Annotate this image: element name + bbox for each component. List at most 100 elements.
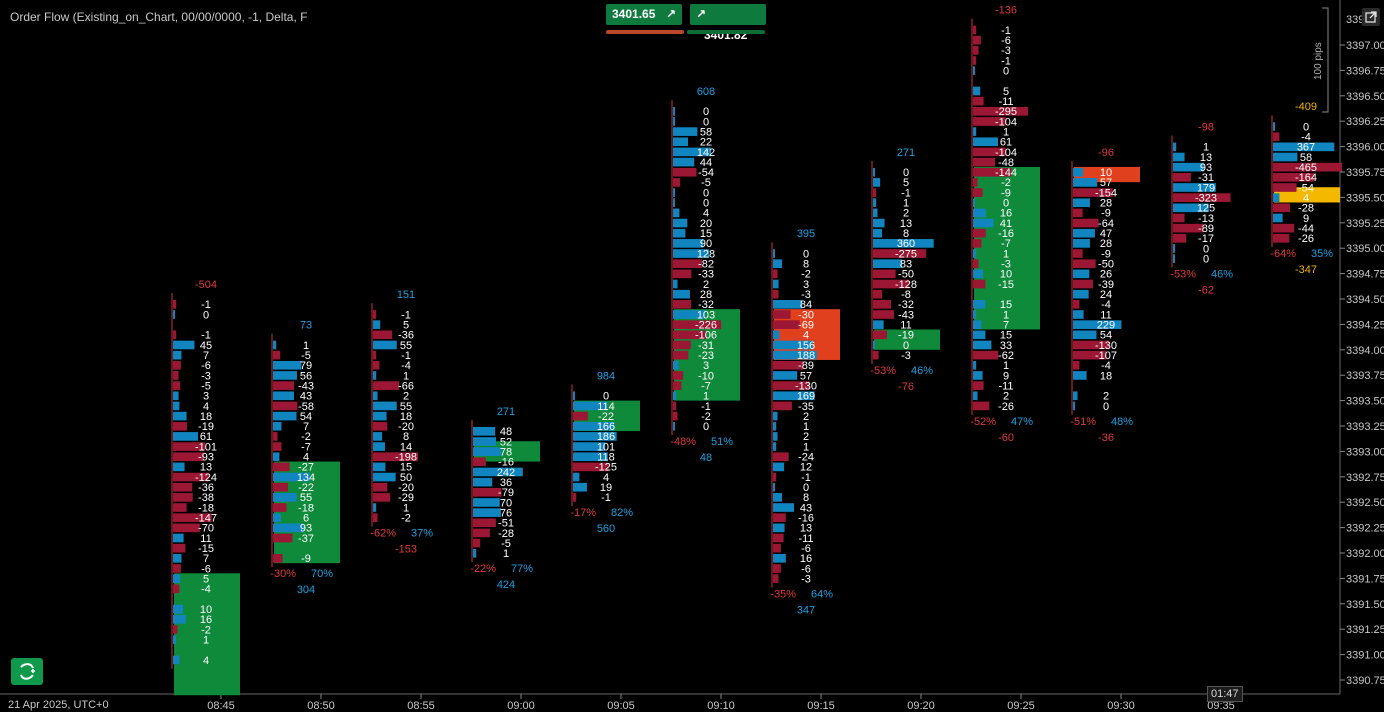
volume-bar xyxy=(973,228,986,238)
delta-label: 12 xyxy=(800,462,812,474)
volume-bar xyxy=(173,391,179,401)
delta-label: 1 xyxy=(403,502,409,514)
arrow-up-right-icon: ↗ xyxy=(696,7,707,21)
volume-bar xyxy=(973,188,983,197)
y-tick-label: 3391.75 xyxy=(1346,573,1384,585)
volume-bar xyxy=(773,340,813,350)
volume-bar xyxy=(673,279,678,289)
delta-label: 7 xyxy=(203,553,209,565)
ask-price-box[interactable]: ↗ 3401.82 xyxy=(690,4,766,42)
volume-bar xyxy=(673,106,675,116)
pct-negative: -35% xyxy=(770,588,796,600)
bar-top-label: 984 xyxy=(597,370,615,382)
volume-bar xyxy=(273,554,283,563)
delta-label: 18 xyxy=(400,411,412,423)
volume-bar xyxy=(1273,183,1297,192)
pct-negative: -53% xyxy=(870,365,896,377)
delta-label: 15 xyxy=(1000,330,1012,342)
delta-label: 36 xyxy=(500,477,512,489)
volume-bar xyxy=(573,472,580,482)
delta-label: -79 xyxy=(498,487,514,499)
volume-bar xyxy=(273,371,297,380)
x-tick-label: 09:05 xyxy=(607,700,635,712)
delta-label: -15 xyxy=(998,279,1014,291)
delta-label: -20 xyxy=(398,421,414,433)
volume-bar xyxy=(1173,162,1204,172)
delta-label: -18 xyxy=(298,502,314,514)
delta-label: -50 xyxy=(1098,259,1114,271)
poc-zone xyxy=(474,441,540,462)
bar-total-delta: -36 xyxy=(1098,432,1114,444)
y-tick-label: 3392.50 xyxy=(1346,497,1384,509)
volume-bar xyxy=(973,56,977,65)
delta-label: 18 xyxy=(200,411,212,423)
bar-total-delta: -153 xyxy=(395,544,417,556)
add-indicator-icon[interactable] xyxy=(11,658,43,685)
delta-label: 0 xyxy=(803,482,809,494)
delta-label: -11 xyxy=(998,96,1013,108)
volume-bar xyxy=(973,350,999,360)
volume-bar xyxy=(273,411,297,421)
delta-label: 45 xyxy=(200,340,212,352)
expand-icon[interactable] xyxy=(1362,8,1380,26)
delta-label: -3 xyxy=(801,573,811,585)
volume-bar xyxy=(673,381,682,390)
pips-bracket xyxy=(1322,7,1329,113)
delta-label: 360 xyxy=(897,238,915,250)
delta-label: 103 xyxy=(697,309,715,321)
delta-label: 8 xyxy=(803,259,809,271)
delta-label: -101 xyxy=(195,441,217,453)
delta-label: -51 xyxy=(498,518,514,530)
delta-label: -43 xyxy=(298,380,314,392)
volume-bar xyxy=(1173,213,1185,223)
delta-label: -465 xyxy=(1295,162,1317,174)
delta-label: 55 xyxy=(400,401,412,413)
delta-label: -31 xyxy=(1198,172,1214,184)
volume-bar xyxy=(473,538,481,548)
delta-label: 57 xyxy=(1100,177,1112,189)
delta-label: -144 xyxy=(995,167,1017,179)
delta-label: -16 xyxy=(798,513,814,525)
delta-label: -106 xyxy=(695,330,717,342)
delta-label: -2 xyxy=(401,513,411,525)
volume-bar xyxy=(1273,223,1295,233)
volume-bar xyxy=(873,188,877,197)
volume-bar xyxy=(973,310,977,319)
delta-label: 44 xyxy=(700,157,712,169)
delta-label: 58 xyxy=(700,126,712,138)
delta-label: 5 xyxy=(903,177,909,189)
volume-bar xyxy=(673,350,689,360)
delta-label: -124 xyxy=(195,472,217,484)
bid-strength-bar xyxy=(606,30,684,34)
delta-label: -19 xyxy=(898,330,914,342)
volume-bar xyxy=(373,360,380,370)
delta-label: -9 xyxy=(1001,187,1011,199)
volume-bar xyxy=(1073,360,1080,370)
delta-label: -22 xyxy=(298,482,314,494)
volume-bar xyxy=(1173,193,1231,202)
volume-bar xyxy=(873,239,934,248)
delta-label: 43 xyxy=(300,391,312,403)
volume-bar xyxy=(873,320,884,329)
delta-label: 156 xyxy=(797,340,815,352)
volume-bar xyxy=(1073,279,1093,289)
delta-label: 114 xyxy=(597,401,615,413)
delta-label: 1 xyxy=(503,548,509,560)
date-label: 21 Apr 2025, UTC+0 xyxy=(8,699,109,711)
delta-label: -7 xyxy=(701,380,711,392)
poc-zone xyxy=(174,573,240,696)
poc-zone xyxy=(874,329,940,350)
delta-label: 93 xyxy=(1200,162,1212,174)
delta-label: 367 xyxy=(1297,142,1315,154)
volume-bar xyxy=(673,239,704,248)
delta-label: -104 xyxy=(995,147,1017,159)
delta-label: -13 xyxy=(1198,213,1214,225)
bid-price-box[interactable]: 3401.65 ↗ xyxy=(606,4,682,25)
delta-label: 0 xyxy=(703,187,709,199)
volume-bar xyxy=(773,320,800,329)
delta-label: -9 xyxy=(1101,208,1111,220)
delta-label: 1 xyxy=(1003,126,1009,138)
delta-label: 3 xyxy=(803,279,809,291)
volume-bar xyxy=(973,35,981,45)
volume-bar xyxy=(173,574,181,583)
